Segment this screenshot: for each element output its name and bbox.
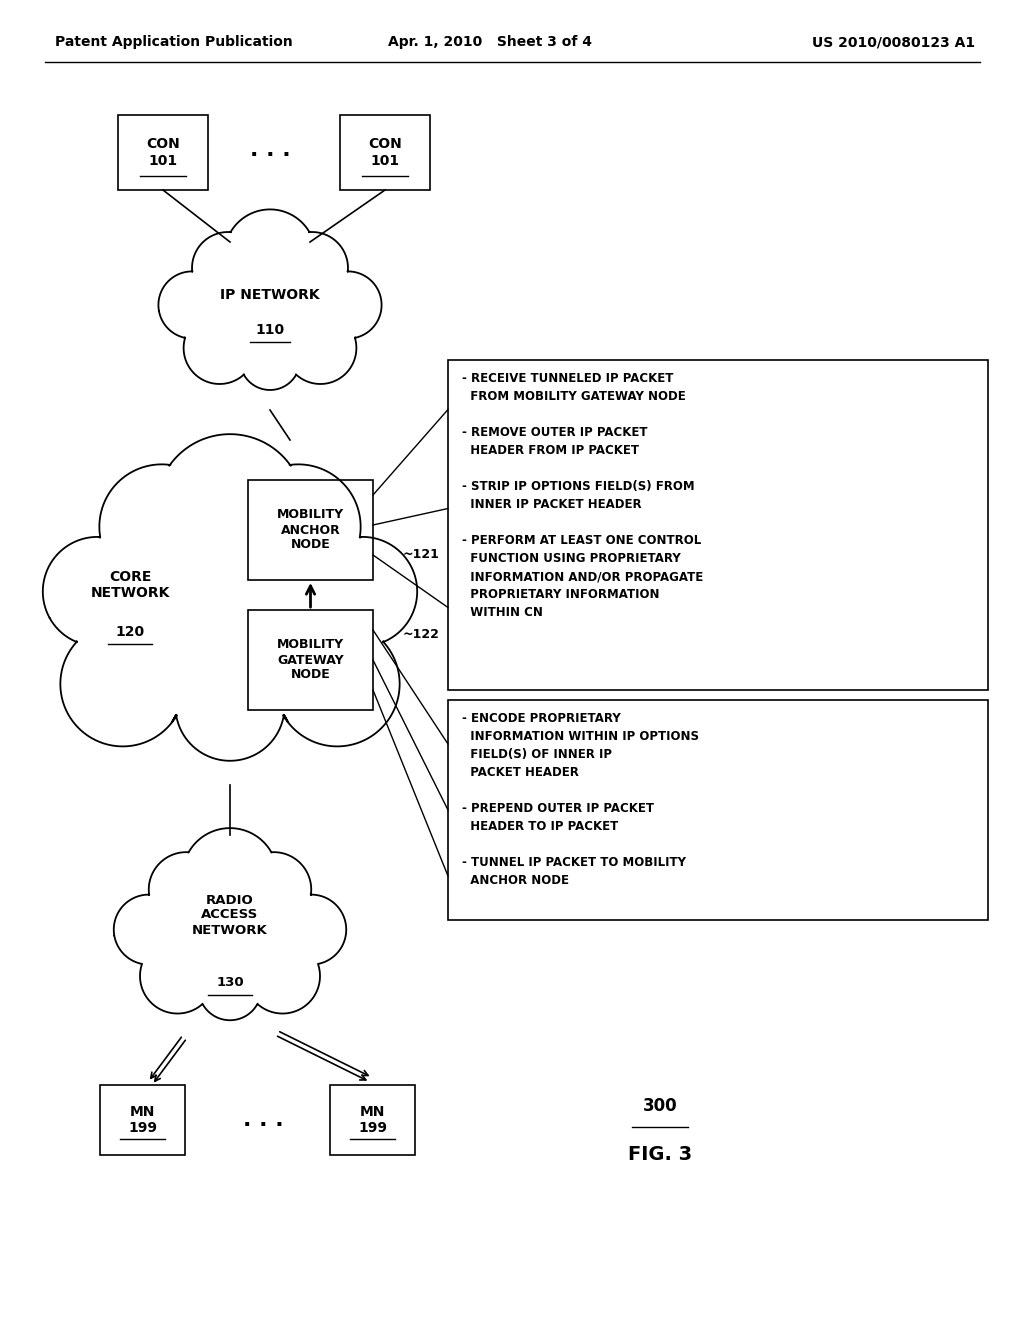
Bar bbox=[248, 610, 373, 710]
Text: MOBILITY
GATEWAY
NODE: MOBILITY GATEWAY NODE bbox=[276, 639, 344, 681]
Text: CORE
NETWORK: CORE NETWORK bbox=[90, 570, 170, 601]
Text: CON
101: CON 101 bbox=[368, 137, 401, 168]
Text: 300: 300 bbox=[643, 1097, 677, 1115]
Text: MN
199: MN 199 bbox=[358, 1105, 387, 1135]
Text: . . .: . . . bbox=[250, 140, 291, 160]
Bar bbox=[330, 1085, 415, 1155]
Text: - ENCODE PROPRIETARY
  INFORMATION WITHIN IP OPTIONS
  FIELD(S) OF INNER IP
  PA: - ENCODE PROPRIETARY INFORMATION WITHIN … bbox=[462, 711, 699, 887]
Text: MOBILITY
ANCHOR
NODE: MOBILITY ANCHOR NODE bbox=[276, 508, 344, 552]
Bar bbox=[449, 360, 988, 690]
Text: MN
199: MN 199 bbox=[128, 1105, 157, 1135]
Bar bbox=[449, 700, 988, 920]
Text: 130: 130 bbox=[216, 977, 244, 990]
Bar bbox=[340, 115, 430, 190]
Text: ~122: ~122 bbox=[403, 628, 440, 642]
Text: . . .: . . . bbox=[243, 1110, 284, 1130]
Text: IP NETWORK: IP NETWORK bbox=[220, 288, 319, 302]
Text: - RECEIVE TUNNELED IP PACKET
  FROM MOBILITY GATEWAY NODE

- REMOVE OUTER IP PAC: - RECEIVE TUNNELED IP PACKET FROM MOBILI… bbox=[462, 372, 703, 619]
Text: ~121: ~121 bbox=[403, 549, 440, 561]
Text: CON
101: CON 101 bbox=[146, 137, 180, 168]
Text: 120: 120 bbox=[116, 624, 144, 639]
Bar bbox=[118, 115, 208, 190]
Text: Apr. 1, 2010   Sheet 3 of 4: Apr. 1, 2010 Sheet 3 of 4 bbox=[388, 36, 592, 49]
Text: Patent Application Publication: Patent Application Publication bbox=[55, 36, 293, 49]
Text: 110: 110 bbox=[255, 323, 285, 337]
Text: US 2010/0080123 A1: US 2010/0080123 A1 bbox=[812, 36, 975, 49]
Text: RADIO
ACCESS
NETWORK: RADIO ACCESS NETWORK bbox=[193, 894, 268, 936]
Bar bbox=[100, 1085, 185, 1155]
Text: FIG. 3: FIG. 3 bbox=[628, 1144, 692, 1164]
Bar bbox=[248, 480, 373, 579]
